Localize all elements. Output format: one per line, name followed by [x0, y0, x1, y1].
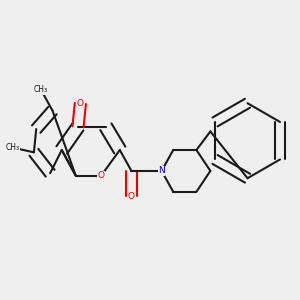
Text: CH₃: CH₃ — [6, 143, 20, 152]
Text: N: N — [158, 167, 165, 176]
Text: O: O — [128, 192, 135, 201]
Text: CH₃: CH₃ — [34, 85, 48, 94]
Text: O: O — [98, 171, 105, 180]
Text: O: O — [77, 99, 84, 108]
